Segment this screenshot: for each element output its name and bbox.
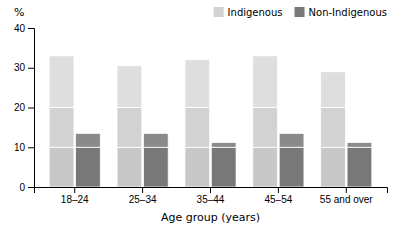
bar-segment xyxy=(117,147,142,187)
bar-group xyxy=(49,56,345,187)
legend-label: Indigenous xyxy=(228,7,283,18)
bar-segment xyxy=(211,142,236,147)
bar-segment xyxy=(253,108,278,148)
bar-group xyxy=(76,133,372,187)
bar-segment xyxy=(253,56,278,108)
x-tick-label: 18–24 xyxy=(61,194,89,205)
y-tick-label: 30 xyxy=(14,62,26,73)
bar-segment xyxy=(347,142,372,147)
y-axis: 0 10 20 30 40 xyxy=(14,23,35,193)
y-tick: 10 xyxy=(14,142,34,153)
y-axis-title: % xyxy=(14,6,24,19)
y-tick-mark xyxy=(28,187,34,188)
x-axis-title: Age group (years) xyxy=(161,211,260,224)
y-tick-label: 10 xyxy=(14,142,26,153)
y-tick-label: 40 xyxy=(14,23,26,34)
bar-segment xyxy=(347,147,372,187)
chart: 0 10 20 30 40 18–24 25–34 35–44 45–54 55 and over… xyxy=(0,0,397,227)
bar-segment xyxy=(321,147,346,187)
bar-segment xyxy=(321,72,346,108)
x-tick-mark xyxy=(278,187,279,193)
y-tick-label: 0 xyxy=(19,182,25,193)
x-tick-mark xyxy=(210,187,211,193)
bar-segment xyxy=(49,147,74,187)
plot: 0 10 20 30 40 18–24 25–34 35–44 45–54 55 and over xyxy=(14,23,388,205)
bar-segment xyxy=(76,147,101,187)
y-tick-mark xyxy=(28,147,34,148)
x-tick-label: 25–34 xyxy=(129,194,157,205)
y-tick: 30 xyxy=(14,62,34,73)
bar-segment xyxy=(143,147,168,187)
bar-segment xyxy=(279,147,304,187)
x-tick: 55 and over xyxy=(320,187,373,205)
x-tick-label: 45–54 xyxy=(264,194,292,205)
bar-segment xyxy=(117,108,142,148)
x-tick: 25–34 xyxy=(129,187,157,205)
x-tick-label: 35–44 xyxy=(197,194,225,205)
y-tick-mark xyxy=(28,68,34,69)
x-tick-mark xyxy=(346,187,347,193)
bar-segment xyxy=(321,108,346,148)
x-tick-label: 55 and over xyxy=(320,194,373,205)
legend-item: Non-Indigenous xyxy=(295,7,387,18)
legend-label: Non-Indigenous xyxy=(309,7,387,18)
x-axis: 18–24 25–34 35–44 45–54 55 and over xyxy=(35,187,388,205)
bar-segment xyxy=(49,108,74,148)
bar-segment xyxy=(185,60,210,108)
bar-segment xyxy=(49,56,74,108)
legend-item: Indigenous xyxy=(214,7,283,18)
y-tick: 0 xyxy=(19,182,34,193)
y-axis-line xyxy=(28,29,35,188)
bar-segment xyxy=(253,147,278,187)
bar-segment xyxy=(76,133,101,147)
x-axis-line xyxy=(35,188,388,194)
bars xyxy=(49,56,372,187)
y-tick-mark xyxy=(28,108,34,109)
x-tick: 45–54 xyxy=(264,187,292,205)
legend-swatch xyxy=(295,7,305,17)
y-tick-label: 20 xyxy=(14,102,26,113)
bar-segment xyxy=(185,108,210,148)
y-tick-mark xyxy=(28,28,34,29)
y-tick: 40 xyxy=(14,23,34,34)
bar-segment xyxy=(279,133,304,147)
bar-segment xyxy=(143,133,168,147)
bar-segment xyxy=(117,66,142,108)
legend: Indigenous Non-Indigenous xyxy=(214,7,387,18)
x-tick-mark xyxy=(142,187,143,193)
y-tick: 20 xyxy=(14,102,34,113)
x-tick: 18–24 xyxy=(61,187,89,205)
x-tick-mark xyxy=(74,187,75,193)
legend-swatch xyxy=(214,7,224,17)
bar-segment xyxy=(211,147,236,187)
x-tick: 35–44 xyxy=(197,187,225,205)
bar-segment xyxy=(185,147,210,187)
